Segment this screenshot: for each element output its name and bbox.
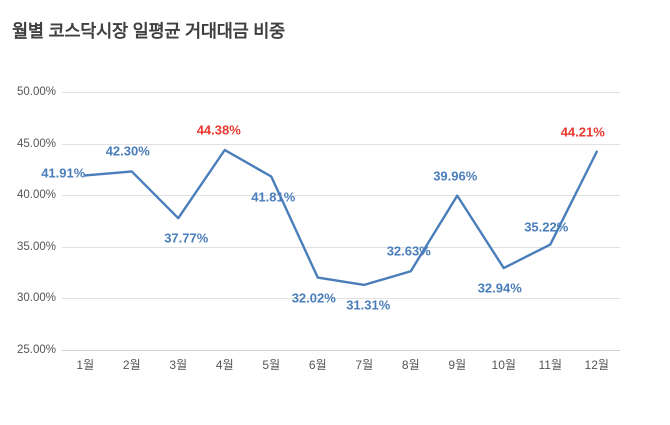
chart-title: 월별 코스닥시장 일평균 거대대금 비중 [12,21,286,41]
y-tick-label: 35.00% [16,240,56,253]
y-tick-label: 30.00% [16,292,56,305]
line-series [84,148,598,287]
gridline-45 [62,143,620,145]
gridlines [62,92,620,351]
y-tick-label: 40.00% [16,189,56,202]
x-tick-label-11: 11월 [538,358,563,372]
x-tick-label-2: 2월 [122,358,141,372]
gridline-40 [62,195,620,197]
x-tick-label-7: 7월 [355,358,374,372]
y-axis: 50.00% 45.00% 40.00% 35.00% 30.00% 25.00% [0,86,56,356]
x-axis: 1월 2월 3월 4월 5월 6월 7월 8월 9월 10월 11월 12월 [62,356,620,378]
gridline-25 [62,350,620,351]
series-line [84,148,598,287]
x-tick-label-5: 5월 [262,358,281,372]
plot-area: 41.91% 42.30% 37.77% 44.38% 41.81% 32.02% 31.3… [41,92,620,351]
gridline-30 [62,298,620,300]
x-tick-label-6: 6월 [308,358,327,372]
x-tick-label-3: 3월 [169,358,188,372]
x-tick-label-4: 4월 [215,358,234,372]
gridline-35 [62,246,620,248]
y-tick-label: 50.00% [16,86,56,98]
x-tick-label-9: 9월 [448,358,467,372]
gridline-50 [62,92,620,93]
x-tick-label-12: 12월 [584,358,609,372]
x-tick-label-8: 8월 [401,358,420,372]
y-tick-label: 45.00% [16,137,56,150]
y-tick-label: 25.00% [16,344,56,356]
x-tick-label-1: 1월 [76,358,95,372]
x-tick-label-10: 10월 [491,358,516,372]
